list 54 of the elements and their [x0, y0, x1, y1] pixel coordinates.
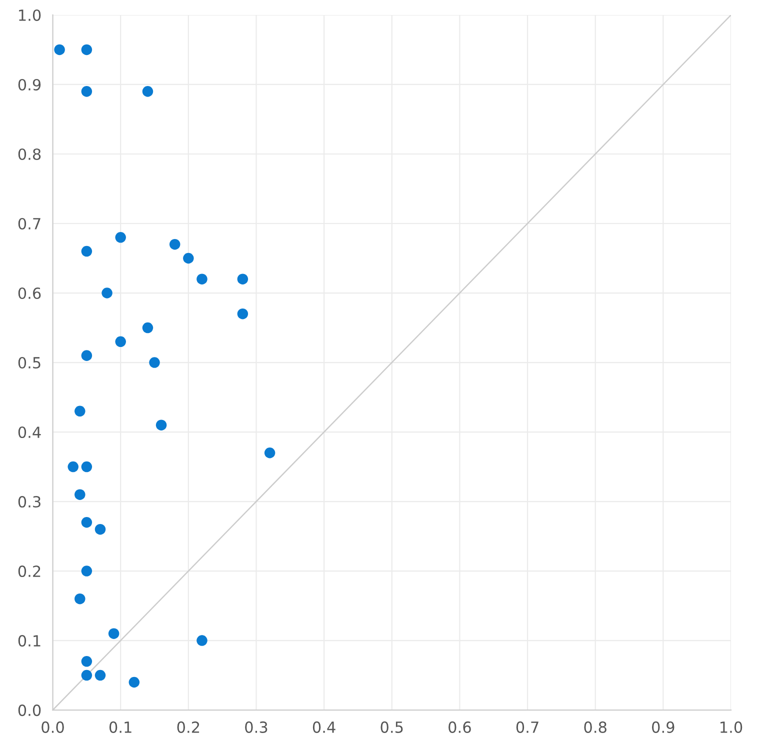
y-tick-label: 0.8	[18, 148, 41, 160]
point	[81, 461, 92, 472]
y-tick-label: 0.2	[18, 566, 40, 578]
x-tick-label: 0.3	[245, 721, 268, 733]
y-tick-label: 1.0	[19, 9, 41, 21]
point	[264, 447, 276, 458]
point	[81, 566, 92, 576]
x-tick-label: 0.7	[516, 721, 538, 733]
point	[108, 628, 120, 639]
y-tick-label: 0.0	[18, 704, 41, 716]
y-tick-label: 0.6	[18, 287, 41, 300]
point	[156, 420, 167, 430]
x-tick-label: 0.2	[177, 721, 200, 733]
point	[115, 336, 126, 348]
point	[196, 635, 208, 646]
x-tick-label: 0.9	[652, 721, 674, 733]
x-tick-label: 0.0	[42, 721, 64, 733]
x-tick-label: 1.0	[720, 721, 742, 733]
x-tick-label: 0.1	[109, 721, 132, 733]
point	[128, 676, 140, 688]
point	[237, 308, 248, 320]
point	[81, 350, 92, 361]
point	[196, 274, 208, 284]
point	[81, 86, 92, 97]
point	[237, 274, 248, 284]
y-tick-label: 0.4	[18, 426, 41, 438]
point	[142, 322, 154, 334]
point	[102, 288, 112, 298]
point	[54, 44, 65, 56]
point	[81, 246, 92, 257]
point	[74, 593, 86, 604]
point	[68, 461, 78, 472]
point	[74, 406, 86, 417]
point	[94, 670, 106, 681]
point	[94, 524, 106, 535]
x-tick-label: 0.6	[448, 721, 471, 733]
y-tick-label: 0.9	[18, 78, 41, 91]
point	[81, 656, 92, 667]
point	[169, 238, 180, 250]
y-tick-label: 0.7	[18, 218, 40, 230]
point	[74, 489, 86, 500]
x-tick-label: 0.8	[584, 721, 606, 733]
point	[142, 86, 154, 97]
x-tick-label: 0.4	[312, 721, 336, 733]
point	[183, 252, 194, 264]
point	[115, 232, 126, 243]
point	[81, 517, 92, 528]
point	[81, 670, 92, 681]
y-tick-label: 0.1	[18, 635, 40, 647]
x-tick-label: 0.5	[380, 721, 403, 733]
point	[149, 357, 160, 368]
y-tick-label: 0.5	[18, 356, 40, 369]
y-tick-label: 0.3	[18, 496, 40, 508]
point	[81, 44, 92, 56]
